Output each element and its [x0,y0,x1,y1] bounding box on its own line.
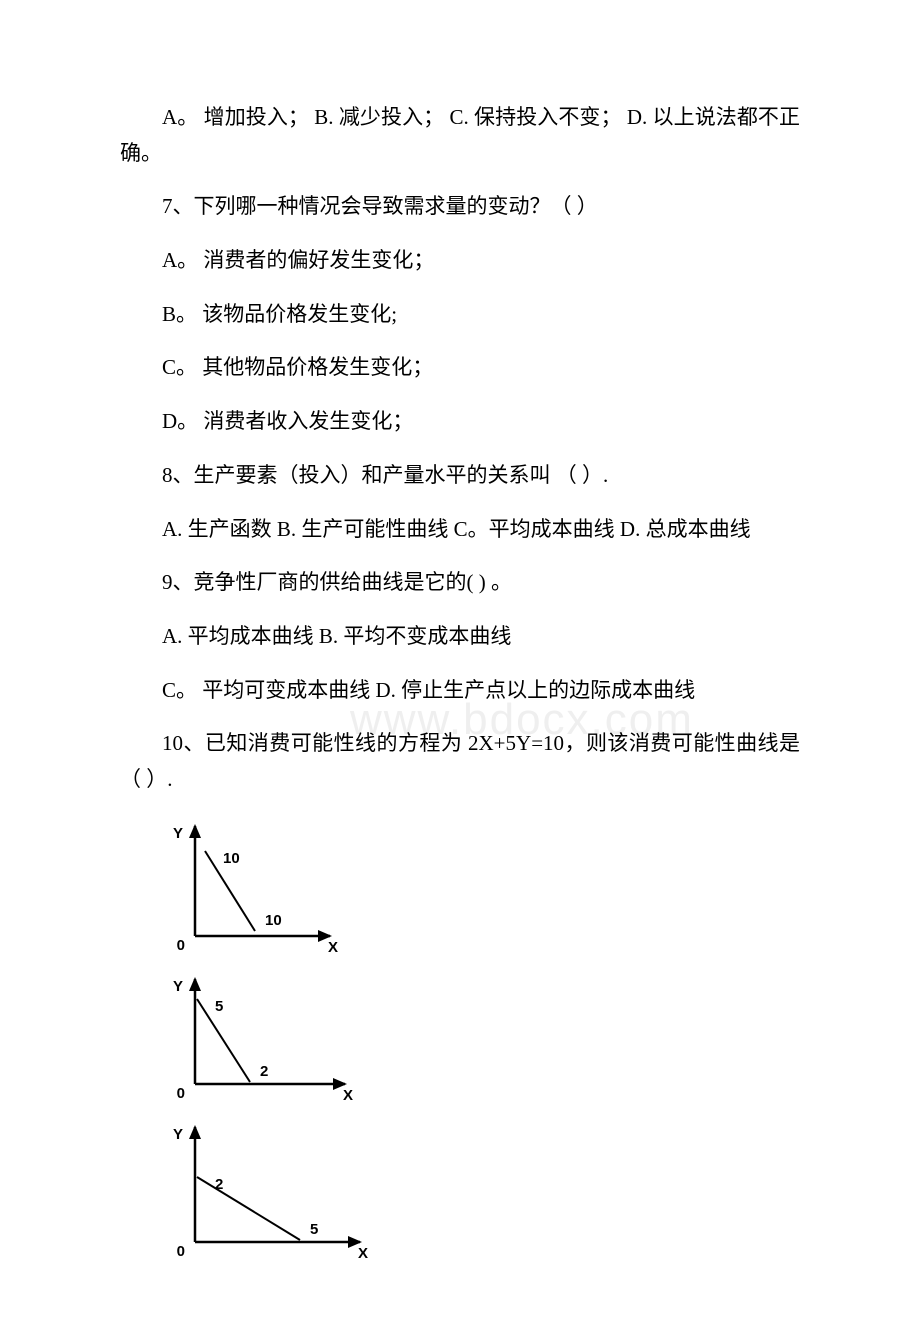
svg-text:0: 0 [177,1243,185,1260]
q10-charts: Y X 0 10 10 Y X 0 5 2 Y X 0 2 5 [120,816,800,1267]
svg-text:Y: Y [173,1126,183,1143]
q9-options-line2: C。 平均可变成本曲线 D. 停止生产点以上的边际成本曲线 [120,673,800,709]
chart-c-svg: Y X 0 2 5 [165,1117,370,1262]
chart-b: Y X 0 5 2 [165,969,800,1109]
q7-option-a: A。 消费者的偏好发生变化； [120,243,800,279]
svg-text:X: X [343,1087,353,1104]
q9-options-line1: A. 平均成本曲线 B. 平均不变成本曲线 [120,619,800,655]
page: www.bdocx.com A。 增加投入； B. 减少投入； C. 保持投入不… [120,100,800,1267]
chart-a: Y X 0 10 10 [165,816,800,961]
q7-stem: 7、下列哪一种情况会导致需求量的变动？（ ） [120,189,800,225]
svg-text:X: X [328,939,338,956]
chart-a-svg: Y X 0 10 10 [165,816,340,956]
q7-option-c: C。 其他物品价格发生变化； [120,350,800,386]
q9-stem: 9、竞争性厂商的供给曲线是它的( ) 。 [120,565,800,601]
svg-text:Y: Y [173,825,183,842]
svg-text:2: 2 [215,1176,223,1193]
svg-text:Y: Y [173,978,183,995]
svg-text:0: 0 [177,1085,185,1102]
svg-text:2: 2 [260,1063,268,1080]
q8-stem: 8、生产要素（投入）和产量水平的关系叫 （ ）. [120,458,800,494]
chart-b-svg: Y X 0 5 2 [165,969,355,1104]
q10-stem: 10、已知消费可能性线的方程为 2X+5Y=10，则该消费可能性曲线是（ ）. [120,726,800,797]
q7-option-d: D。 消费者收入发生变化； [120,404,800,440]
svg-text:X: X [358,1245,368,1262]
svg-text:10: 10 [265,912,282,929]
svg-text:5: 5 [310,1221,318,1238]
chart-c: Y X 0 2 5 [165,1117,800,1267]
q7-option-b: B。 该物品价格发生变化; [120,297,800,333]
svg-text:10: 10 [223,850,240,867]
svg-text:5: 5 [215,998,223,1015]
q6-options: A。 增加投入； B. 减少投入； C. 保持投入不变； D. 以上说法都不正确… [120,100,800,171]
svg-text:0: 0 [177,937,185,954]
q8-options: A. 生产函数 B. 生产可能性曲线 C。平均成本曲线 D. 总成本曲线 [120,512,800,548]
